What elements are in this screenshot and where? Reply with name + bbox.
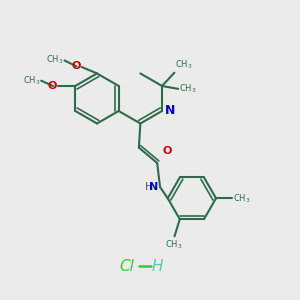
Text: O: O <box>71 61 81 71</box>
Text: CH$_3$: CH$_3$ <box>175 59 193 71</box>
Text: Cl: Cl <box>119 259 134 274</box>
Text: CH$_3$: CH$_3$ <box>179 83 196 95</box>
Text: N: N <box>149 182 158 191</box>
Text: N: N <box>165 104 175 117</box>
Text: O: O <box>162 146 172 157</box>
Text: CH$_3$: CH$_3$ <box>23 74 40 87</box>
Text: O: O <box>48 81 57 91</box>
Text: CH$_3$: CH$_3$ <box>233 192 250 205</box>
Text: H: H <box>152 259 163 274</box>
Text: H: H <box>145 182 154 191</box>
Text: CH$_3$: CH$_3$ <box>46 54 64 66</box>
Text: CH$_3$: CH$_3$ <box>165 238 183 251</box>
